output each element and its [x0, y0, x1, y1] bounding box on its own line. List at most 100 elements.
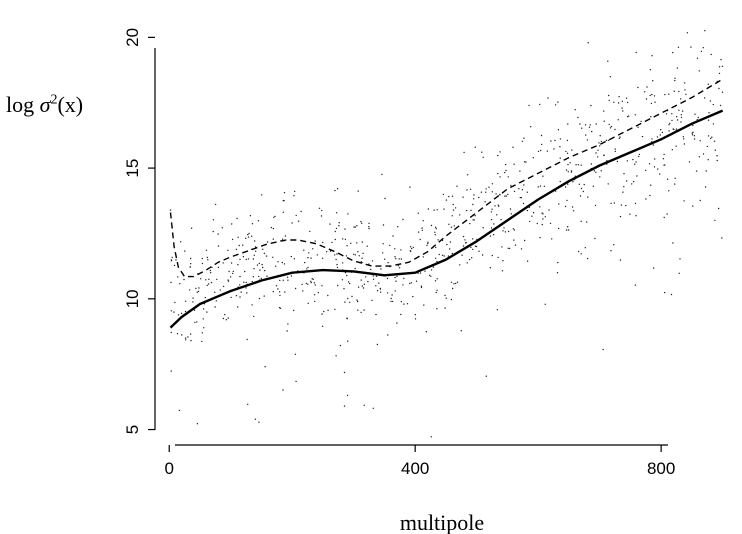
- scatter-point: [521, 189, 524, 191]
- y-axis-title-symbol: σ: [39, 92, 51, 117]
- scatter-point: [600, 170, 602, 172]
- scatter-point: [242, 244, 244, 246]
- scatter-point: [619, 259, 622, 261]
- scatter-point: [668, 130, 670, 132]
- scatter-point: [489, 235, 492, 237]
- scatter-point: [721, 65, 724, 68]
- scatter-point: [396, 275, 398, 278]
- scatter-point: [698, 70, 700, 72]
- scatter-point: [334, 254, 336, 256]
- scatter-point: [403, 277, 405, 280]
- scatter-point: [572, 210, 575, 212]
- scatter-point: [681, 110, 684, 112]
- scatter-point: [668, 124, 670, 126]
- scatter-point: [360, 261, 362, 263]
- scatter-point: [254, 240, 256, 242]
- scatter-point: [389, 244, 391, 247]
- scatter-point: [469, 222, 471, 225]
- scatter-point: [473, 198, 475, 200]
- scatter-point: [387, 262, 389, 264]
- scatter-point: [427, 208, 430, 210]
- scatter-point: [692, 205, 694, 207]
- scatter-point: [682, 136, 685, 138]
- scatter-point: [311, 278, 313, 280]
- scatter-point: [567, 163, 569, 166]
- scatter-point: [277, 261, 279, 263]
- scatter-point: [693, 138, 696, 140]
- scatter-point: [462, 245, 465, 247]
- scatter-point: [424, 270, 426, 272]
- scatter-point: [541, 212, 543, 214]
- scatter-point: [321, 257, 324, 259]
- scatter-point: [216, 278, 218, 281]
- scatter-point: [173, 311, 175, 313]
- scatter-point: [307, 283, 309, 285]
- scatter-point: [391, 294, 393, 296]
- scatter-point: [170, 310, 172, 312]
- scatter-point: [449, 241, 452, 243]
- scatter-point: [189, 266, 191, 268]
- scatter-point: [641, 135, 644, 138]
- scatter-point: [678, 109, 680, 112]
- scatter-point: [548, 209, 550, 211]
- scatter-point: [599, 176, 601, 178]
- scatter-point: [337, 284, 339, 287]
- scatter-point: [497, 172, 499, 175]
- scatter-point: [638, 153, 641, 156]
- scatter-point: [415, 280, 418, 282]
- scatter-point: [282, 279, 284, 281]
- scatter-point: [227, 249, 229, 251]
- scatter-point: [235, 248, 238, 251]
- scatter-point: [716, 155, 718, 157]
- scatter-point: [244, 270, 246, 273]
- scatter-point: [322, 325, 324, 327]
- scatter-point: [240, 291, 242, 293]
- scatter-point: [473, 194, 475, 196]
- scatter-point: [347, 281, 350, 283]
- scatter-point: [362, 252, 364, 254]
- scatter-point: [238, 244, 240, 247]
- scatter-point: [559, 138, 562, 140]
- scatter-point: [437, 239, 439, 241]
- scatter-point: [559, 157, 561, 159]
- scatter-point: [700, 50, 703, 53]
- scatter-point: [582, 190, 584, 193]
- scatter-point: [339, 344, 342, 347]
- scatter-point: [349, 301, 351, 303]
- scatter-point: [327, 309, 329, 311]
- scatter-point: [287, 323, 289, 325]
- scatter-point: [344, 272, 347, 274]
- scatter-point: [354, 254, 356, 256]
- scatter-point: [671, 149, 673, 151]
- scatter-point: [326, 251, 328, 253]
- scatter-point: [637, 126, 639, 128]
- scatter-point: [577, 116, 579, 119]
- scatter-point: [574, 109, 576, 111]
- scatter-point: [231, 223, 233, 225]
- scatter-point: [235, 295, 238, 297]
- scatter-point: [394, 290, 396, 292]
- scatter-point: [683, 200, 685, 202]
- dashed-series-line: [169, 78, 723, 278]
- scatter-point: [559, 146, 561, 148]
- scatter-point: [519, 196, 521, 199]
- scatter-point: [674, 77, 676, 80]
- scatter-point: [661, 131, 664, 134]
- scatter-point: [478, 196, 480, 199]
- scatter-point: [626, 160, 629, 162]
- scatter-point: [357, 286, 360, 288]
- scatter-point: [676, 67, 678, 69]
- scatter-point: [554, 139, 556, 142]
- scatter-point: [222, 285, 225, 288]
- scatter-point: [549, 222, 552, 225]
- scatter-point: [252, 258, 255, 260]
- scatter-point: [706, 145, 708, 148]
- scatter-point: [608, 123, 610, 126]
- scatter-point: [227, 279, 229, 281]
- scatter-point: [212, 230, 214, 233]
- scatter-point: [227, 280, 230, 282]
- scatter-point: [502, 230, 504, 232]
- scatter-point: [653, 95, 656, 97]
- scatter-point: [366, 245, 368, 247]
